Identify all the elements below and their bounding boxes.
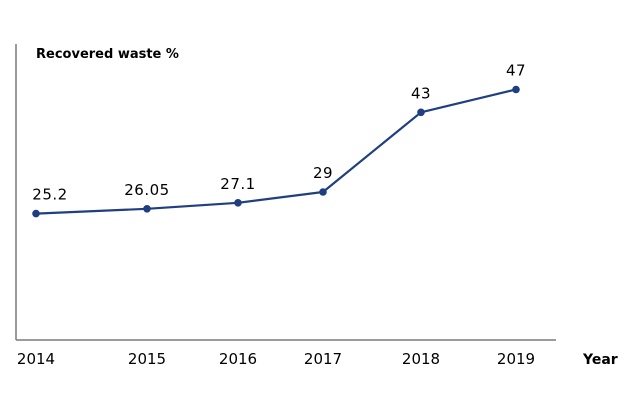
x-tick-label: 2018 bbox=[402, 350, 440, 368]
data-label: 47 bbox=[506, 62, 526, 80]
x-tick-label: 2016 bbox=[219, 350, 257, 368]
x-tick-label: 2019 bbox=[497, 350, 535, 368]
x-axis-title: Year bbox=[582, 352, 618, 368]
x-tick-label: 2014 bbox=[17, 350, 55, 368]
data-label: 26.05 bbox=[124, 181, 169, 199]
x-tick-label: 2015 bbox=[128, 350, 166, 368]
data-label: 29 bbox=[313, 164, 333, 182]
data-label: 25.2 bbox=[32, 186, 67, 204]
data-label: 43 bbox=[411, 84, 431, 102]
series-group bbox=[32, 85, 520, 218]
data-point bbox=[143, 205, 151, 213]
data-point bbox=[512, 85, 520, 94]
data-label: 27.1 bbox=[220, 175, 255, 193]
data-point bbox=[319, 188, 327, 196]
y-axis-title: Recovered waste % bbox=[36, 47, 179, 62]
x-tick-labels: 2014 2015 2016 2017 2018 2019 bbox=[17, 350, 535, 368]
data-labels: 25.2 26.05 27.1 29 43 47 bbox=[32, 62, 526, 204]
data-point bbox=[234, 199, 242, 207]
series-line bbox=[35, 88, 517, 215]
data-point bbox=[417, 108, 425, 117]
x-tick-label: 2017 bbox=[304, 350, 342, 368]
axes bbox=[15, 44, 556, 341]
data-point bbox=[32, 209, 40, 218]
